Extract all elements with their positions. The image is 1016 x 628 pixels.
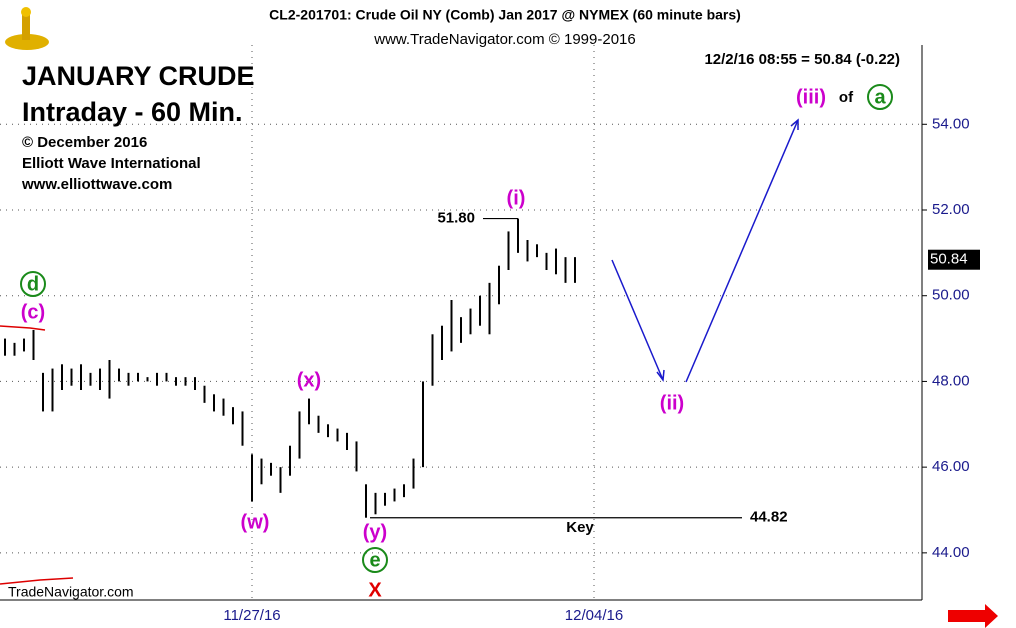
last-price-label: 50.84 [930, 251, 968, 268]
level-label: 44.82 [750, 509, 788, 526]
x-tick-label: 12/04/16 [565, 607, 623, 624]
credit: Elliott Wave International [22, 155, 201, 172]
prior-contract [0, 325, 74, 585]
wave-label: X [368, 579, 382, 601]
y-tick-label: 46.00 [932, 458, 970, 475]
copyright: www.TradeNavigator.com © 1999-2016 [373, 31, 635, 48]
wave-label: (w) [241, 511, 270, 533]
scroll-arrow[interactable] [948, 604, 998, 628]
header: CL2-201701: Crude Oil NY (Comb) Jan 2017… [269, 7, 741, 23]
y-tick-label: 48.00 [932, 372, 970, 389]
wave-label: (c) [21, 301, 45, 323]
wave-label: (i) [507, 187, 526, 209]
wave-circle [20, 271, 46, 297]
wave-label: (y) [363, 521, 387, 543]
wave-label: a [874, 86, 886, 108]
y-tick-label: 44.00 [932, 544, 970, 561]
wave-label: Key [566, 519, 594, 536]
wave-label: (x) [297, 369, 321, 391]
level-label: 51.80 [437, 210, 475, 227]
title: JANUARY CRUDE [22, 61, 255, 91]
y-tick-label: 52.00 [932, 201, 970, 218]
wave-label: d [27, 273, 39, 295]
subtitle: Intraday - 60 Min. [22, 97, 243, 127]
credit: © December 2016 [22, 134, 147, 151]
projection [611, 118, 799, 383]
wave-circle [362, 547, 388, 573]
credit: www.elliottwave.com [21, 176, 172, 193]
wave-label: (iii) [796, 86, 826, 108]
wave-label: of [839, 89, 854, 106]
wave-circle [867, 84, 893, 110]
footer: TradeNavigator.com [8, 584, 134, 600]
logo [5, 7, 49, 50]
y-tick-label: 50.00 [932, 287, 970, 304]
wave-label: e [369, 549, 380, 571]
y-tick-label: 54.00 [932, 115, 970, 132]
last-price-box [928, 249, 980, 270]
wave-label: (ii) [660, 392, 684, 414]
quote: 12/2/16 08:55 = 50.84 (-0.22) [704, 51, 900, 68]
x-tick-label: 11/27/16 [223, 607, 280, 624]
